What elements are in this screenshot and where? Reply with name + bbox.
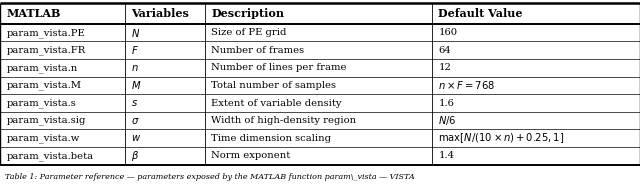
Text: Number of lines per frame: Number of lines per frame (211, 63, 347, 72)
Text: Variables: Variables (131, 8, 189, 19)
Text: $n \times F = 768$: $n \times F = 768$ (438, 79, 495, 92)
Text: param_vista.n: param_vista.n (6, 63, 77, 73)
Text: Total number of samples: Total number of samples (211, 81, 336, 90)
Text: MATLAB: MATLAB (6, 8, 61, 19)
Text: Size of PE grid: Size of PE grid (211, 28, 287, 37)
Text: param_vista.FR: param_vista.FR (6, 45, 86, 55)
Text: Time dimension scaling: Time dimension scaling (211, 134, 332, 143)
Text: 1.4: 1.4 (438, 151, 454, 160)
Text: Norm exponent: Norm exponent (211, 151, 291, 160)
Text: $\beta$: $\beta$ (131, 149, 140, 163)
Text: $M$: $M$ (131, 79, 141, 92)
Text: Default Value: Default Value (438, 8, 523, 19)
Text: $F$: $F$ (131, 44, 139, 56)
Text: $w$: $w$ (131, 133, 141, 143)
Text: $N/6$: $N/6$ (438, 114, 457, 127)
Text: Number of frames: Number of frames (211, 46, 305, 55)
Text: param_vista.beta: param_vista.beta (6, 151, 93, 161)
Text: $n$: $n$ (131, 63, 139, 73)
Text: $\sigma$: $\sigma$ (131, 116, 140, 126)
Text: param_vista.w: param_vista.w (6, 133, 79, 143)
Text: param_vista.PE: param_vista.PE (6, 28, 85, 38)
Text: Table 1: Parameter reference — parameters exposed by the MATLAB function param\_: Table 1: Parameter reference — parameter… (5, 173, 415, 182)
Text: param_vista.M: param_vista.M (6, 81, 81, 90)
Text: Extent of variable density: Extent of variable density (211, 99, 342, 108)
Text: 64: 64 (438, 46, 451, 55)
Text: Description: Description (211, 8, 284, 19)
Text: 1.6: 1.6 (438, 99, 454, 108)
Text: Width of high-density region: Width of high-density region (211, 116, 356, 125)
Text: 160: 160 (438, 28, 458, 37)
Text: $N$: $N$ (131, 27, 140, 39)
Text: param_vista.s: param_vista.s (6, 98, 76, 108)
Text: param_vista.sig: param_vista.sig (6, 116, 86, 126)
Text: $s$: $s$ (131, 98, 138, 108)
Text: $\max[N/(10 \times n) + 0.25, 1]$: $\max[N/(10 \times n) + 0.25, 1]$ (438, 131, 564, 145)
Text: 12: 12 (438, 63, 451, 72)
